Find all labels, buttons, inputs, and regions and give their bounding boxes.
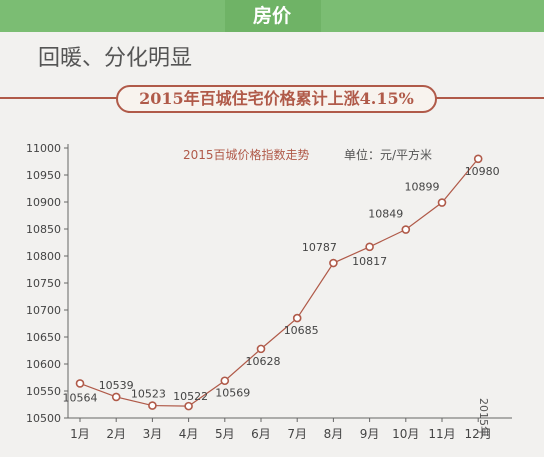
y-tick-label: 10850 (26, 223, 61, 236)
data-label: 10980 (465, 165, 500, 178)
x-tick-label: 6月 (251, 427, 271, 441)
y-tick-label: 10950 (26, 169, 61, 182)
data-label: 10787 (302, 241, 337, 254)
x-tick-label: 11月 (428, 427, 455, 441)
y-tick-label: 10600 (26, 358, 61, 371)
header-title: 房价 (252, 5, 291, 27)
data-point (473, 154, 483, 164)
data-point (329, 258, 338, 268)
y-tick-label: 10700 (26, 304, 61, 317)
y-tick-label: 10550 (26, 385, 61, 398)
data-point (256, 344, 266, 354)
y-tick-label: 10800 (26, 250, 61, 263)
data-point (292, 313, 302, 323)
y-tick-label: 10500 (26, 412, 61, 425)
data-point (148, 401, 157, 410)
data-label: 10522 (173, 390, 208, 403)
data-label: 10523 (131, 388, 166, 401)
data-point (75, 379, 85, 388)
header-bar (0, 0, 544, 32)
data-label: 10569 (215, 387, 250, 400)
x-tick-label: 5月 (215, 427, 235, 441)
data-point (111, 392, 121, 402)
data-point (401, 225, 411, 234)
data-label: 10849 (368, 208, 403, 221)
data-label: 10899 (405, 181, 440, 194)
data-point (365, 242, 374, 252)
data-label: 10564 (63, 391, 98, 404)
section-subtitle: 回暖、分化明显 (38, 46, 193, 71)
data-label: 10628 (246, 355, 281, 368)
x-tick-label: 7月 (287, 427, 307, 441)
data-point (184, 401, 193, 411)
y-tick-label: 10900 (26, 196, 61, 209)
y-tick-label: 11000 (26, 142, 61, 155)
series-line (79, 158, 479, 407)
header-ribbon (225, 0, 321, 32)
x-tick-label: 10月 (392, 427, 419, 441)
data-label: 10685 (284, 324, 319, 337)
chart-title: 2015百城价格指数走势 (183, 148, 310, 162)
unit-label: 单位：元/平方米 (344, 148, 433, 162)
data-point (437, 198, 447, 207)
x-tick-label: 9月 (360, 427, 380, 441)
x-tick-label: 8月 (324, 427, 344, 441)
y-tick-label: 10750 (26, 277, 61, 290)
y-tick-label: 10650 (26, 331, 61, 344)
x-tick-label: 2月 (106, 427, 126, 441)
x-tick-label: 1月 (70, 427, 90, 441)
data-label: 10539 (99, 379, 134, 392)
x-tick-label: 12月 (465, 427, 492, 441)
year-axis-label: 2015年 (477, 398, 490, 437)
x-tick-label: 3月 (143, 427, 163, 441)
data-point (220, 376, 230, 386)
data-label: 10817 (352, 255, 387, 268)
x-tick-label: 4月 (179, 427, 199, 441)
banner-headline: 2015年百城住宅价格累计上涨4.15% (116, 85, 437, 113)
